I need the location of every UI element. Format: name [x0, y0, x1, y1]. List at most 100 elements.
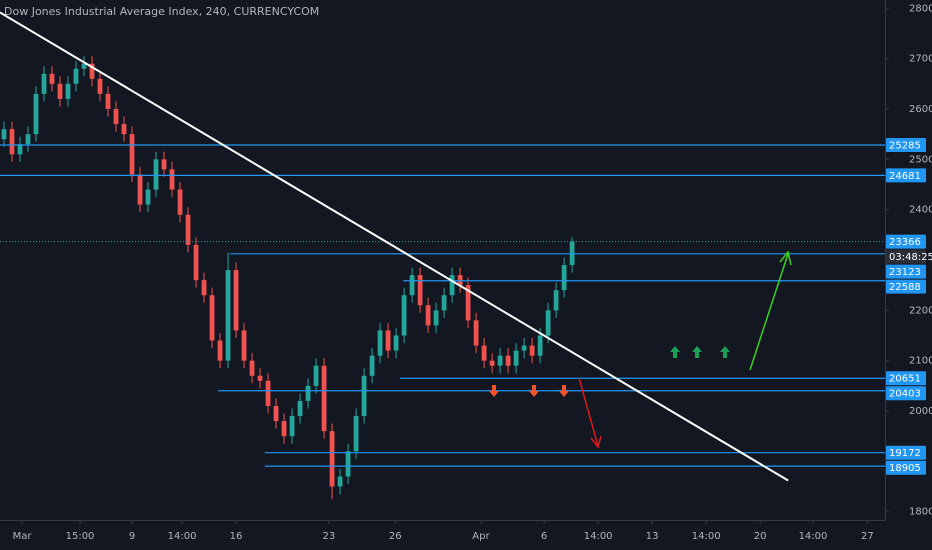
annotations	[489, 250, 792, 449]
candle-body	[561, 265, 567, 291]
candle-body	[361, 375, 367, 417]
candle-body	[41, 73, 47, 94]
candle-body	[401, 295, 407, 336]
candle-body	[129, 134, 135, 175]
candle-body	[161, 159, 167, 170]
candle-body	[49, 73, 55, 84]
candle-body	[33, 93, 39, 135]
candle-body	[497, 355, 503, 366]
candle-body	[417, 275, 423, 306]
candle-body	[57, 83, 63, 99]
candle-body	[193, 244, 199, 281]
candle-body	[545, 310, 551, 336]
candle-body	[433, 310, 439, 326]
down-arrow	[529, 385, 539, 397]
candle-body	[329, 431, 335, 487]
x-tick-label: 14:00	[692, 531, 721, 542]
candle-body	[529, 345, 535, 356]
candle-body	[457, 275, 463, 286]
y-tick-label: 26000	[909, 104, 932, 115]
candle-body	[257, 375, 263, 381]
level-label: 19172	[889, 448, 921, 459]
candle-body	[377, 330, 383, 356]
candle-body	[217, 340, 223, 361]
level-label-box	[886, 137, 926, 152]
candle-body	[369, 355, 375, 376]
candle-body	[425, 305, 431, 326]
level-label-box	[886, 460, 926, 475]
level-label-box	[886, 168, 926, 183]
level-label: 20651	[889, 374, 921, 385]
down-arrow	[489, 385, 499, 397]
x-tick-label: Mar	[13, 531, 33, 542]
candle-body	[121, 124, 127, 135]
candle-body	[297, 400, 303, 417]
up-projection-head	[779, 250, 792, 266]
candle-body	[17, 144, 23, 155]
candle-body	[513, 350, 519, 366]
candle-body	[441, 295, 447, 311]
y-tick-label: 28000	[909, 3, 932, 14]
candle-body	[465, 285, 471, 321]
candle-body	[105, 93, 111, 109]
level-label: 20403	[889, 389, 921, 400]
candle-body	[313, 365, 319, 386]
y-tick-label: 22000	[909, 305, 932, 316]
candle-body	[233, 270, 239, 331]
x-tick-label: 16	[230, 531, 243, 542]
candle-body	[473, 320, 479, 346]
up-projection	[749, 253, 789, 371]
x-tick-label: 23	[323, 531, 336, 542]
candle-body	[137, 174, 143, 205]
last-price-label-box	[886, 234, 926, 249]
candle-body	[1, 129, 7, 140]
level-label: 25285	[889, 140, 921, 151]
y-tick-label: 18000	[909, 507, 932, 518]
candle-body	[489, 360, 495, 366]
level-label: 24681	[889, 171, 921, 182]
candle-body	[393, 335, 399, 351]
level-label-box	[886, 445, 926, 460]
level-label: 18905	[889, 463, 921, 474]
down-projection	[578, 377, 599, 447]
x-tick-label: 14:00	[799, 531, 828, 542]
candle-body	[385, 330, 391, 351]
candle-body	[241, 330, 247, 361]
candle-body	[321, 365, 327, 432]
candle-body	[25, 134, 31, 145]
down-arrow	[559, 385, 569, 397]
candle-body	[185, 214, 191, 245]
up-arrow	[692, 346, 702, 358]
candle-body	[177, 189, 183, 215]
candle-body	[537, 335, 543, 356]
candle-body	[505, 355, 511, 366]
candle-body	[209, 295, 215, 341]
y-tick-label: 27000	[909, 54, 932, 65]
candle-body	[249, 360, 255, 376]
candle-body	[353, 416, 359, 452]
level-label-box	[886, 279, 926, 294]
candle-body	[409, 275, 415, 296]
y-tick-label: 21000	[909, 356, 932, 367]
x-tick-label: 14:00	[168, 531, 197, 542]
candle-body	[553, 290, 559, 311]
candle-body	[73, 68, 79, 84]
candle-body	[265, 380, 271, 406]
level-label: 23123	[889, 267, 921, 278]
candle-body	[169, 169, 175, 190]
candle-body	[273, 405, 279, 422]
x-tick-label: 14:00	[584, 531, 613, 542]
countdown-label: 03:48:25	[889, 252, 932, 263]
candle-body	[65, 83, 71, 99]
level-label-box	[886, 386, 926, 401]
trendline	[0, 11, 789, 482]
down-projection-head	[590, 435, 602, 449]
level-label-box	[886, 264, 926, 279]
marks	[0, 56, 885, 500]
up-arrow	[720, 346, 730, 358]
candle-body	[281, 421, 287, 437]
candle-body	[145, 189, 151, 205]
candle-body	[289, 416, 295, 437]
